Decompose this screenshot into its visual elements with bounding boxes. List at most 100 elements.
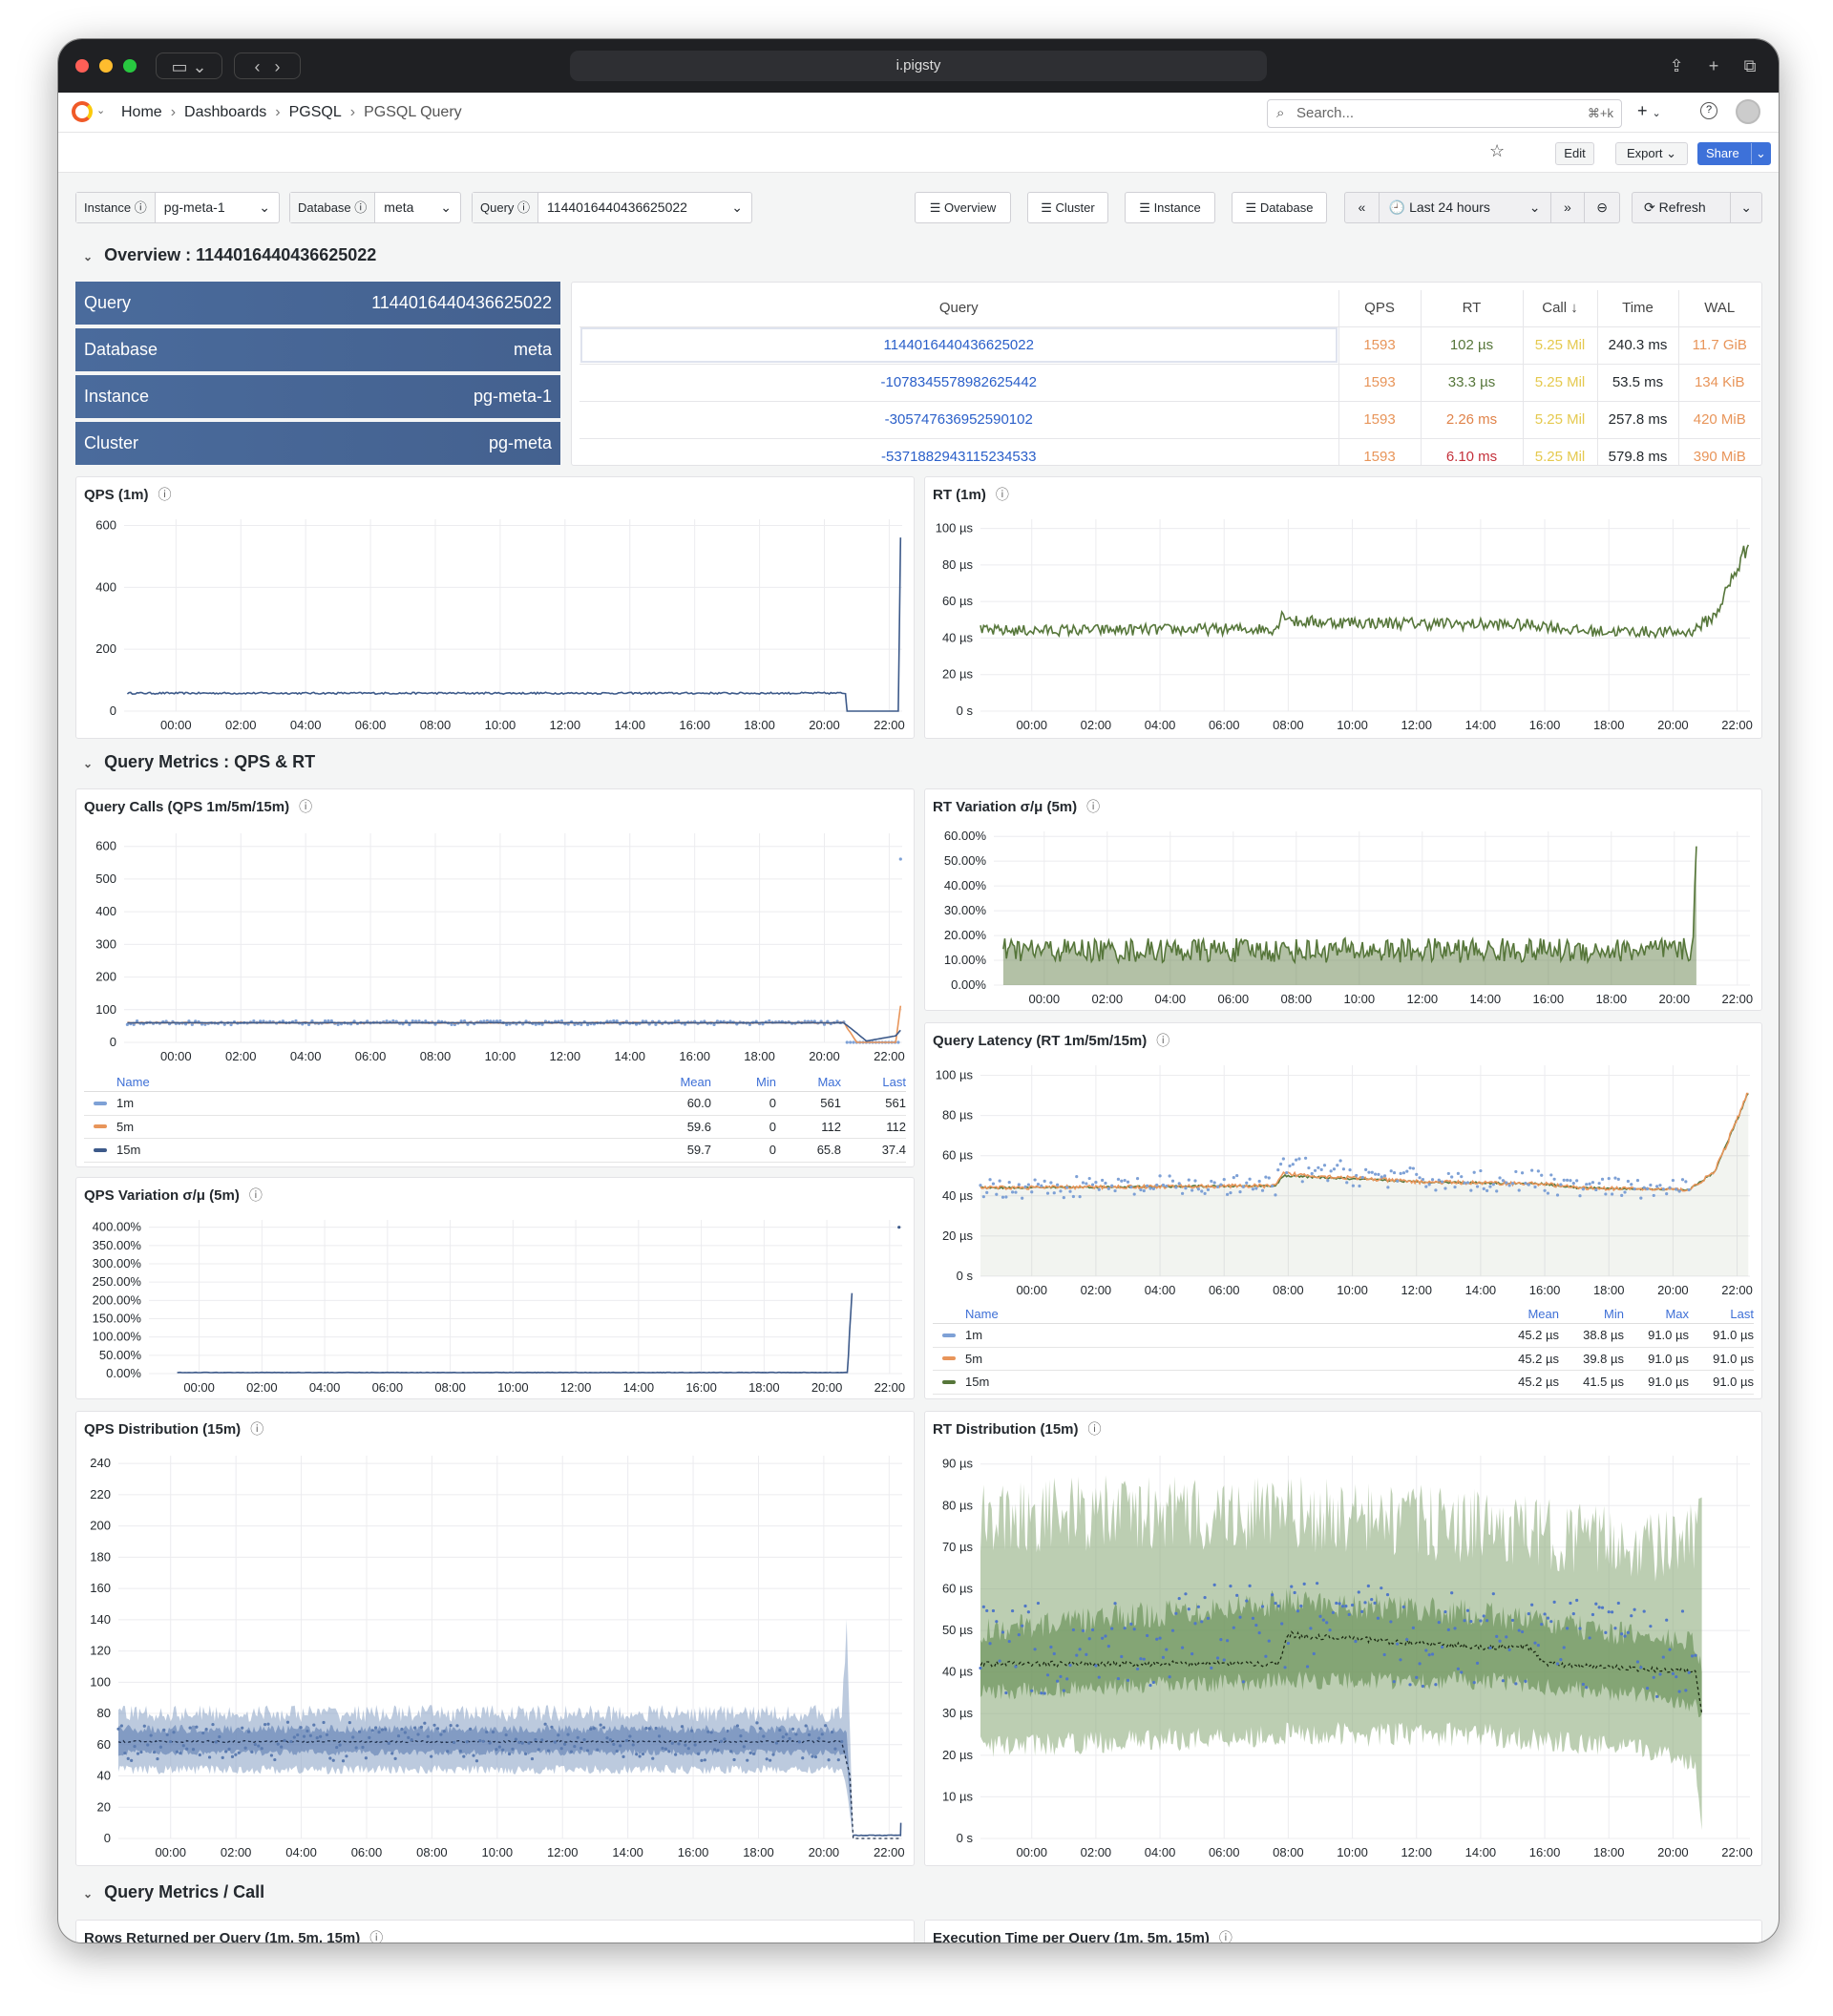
data-point xyxy=(1094,1181,1098,1185)
breadcrumb-dashboards[interactable]: Dashboards xyxy=(184,104,267,120)
legend-header-min[interactable]: Min xyxy=(756,1075,776,1089)
column-header-query[interactable]: Query xyxy=(579,290,1339,327)
data-point xyxy=(1248,1584,1252,1587)
data-point xyxy=(364,1756,368,1760)
zoom-out-icon[interactable]: ⊖ xyxy=(1596,200,1608,215)
link-overview[interactable]: ☰ Overview xyxy=(915,192,1011,223)
variable-database[interactable]: Database ⓘ meta ⌄ xyxy=(289,192,461,223)
back-forward-icons[interactable]: ‹ › xyxy=(234,52,301,79)
data-point xyxy=(377,1730,381,1734)
data-point xyxy=(813,1755,818,1759)
data-point xyxy=(1604,1630,1608,1634)
variable-value: pg-meta-1 xyxy=(163,200,225,215)
breadcrumb-home[interactable]: Home xyxy=(121,104,162,120)
address-bar[interactable]: i.pigsty xyxy=(570,51,1267,81)
info-icon[interactable]: ⓘ xyxy=(1218,1930,1233,1943)
column-header-time[interactable]: Time xyxy=(1597,290,1679,327)
x-tick-label: 20:00 xyxy=(811,1380,843,1395)
link-database[interactable]: ☰ Database xyxy=(1232,192,1327,223)
info-icon[interactable]: ⓘ xyxy=(299,799,313,814)
section-overview[interactable]: ⌄ Overview : 1144016440436625022 xyxy=(83,245,376,265)
help-icon[interactable]: ? xyxy=(1700,102,1717,119)
legend-header-max[interactable]: Max xyxy=(817,1075,841,1089)
new-tab-icon[interactable]: + xyxy=(1708,56,1719,75)
legend-header-mean[interactable]: Mean xyxy=(1528,1307,1559,1321)
legend-header-mean[interactable]: Mean xyxy=(680,1075,711,1089)
sidebar-toggle-icon[interactable]: ▭ ⌄ xyxy=(156,52,222,79)
legend-row[interactable]: 15m 59.7 0 65.8 37.4 xyxy=(84,1139,906,1163)
info-icon[interactable]: ⓘ xyxy=(248,1187,263,1203)
share-icon[interactable]: ⇪ xyxy=(1669,56,1684,75)
legend-row[interactable]: 5m 59.6 0 112 112 xyxy=(84,1116,906,1139)
maximize-window-button[interactable] xyxy=(123,59,137,73)
legend-header-max[interactable]: Max xyxy=(1665,1307,1689,1321)
info-icon[interactable]: ⓘ xyxy=(158,487,172,502)
grafana-logo-icon[interactable] xyxy=(72,101,93,122)
column-header-rt[interactable]: RT xyxy=(1421,290,1524,327)
column-header-wal[interactable]: WAL xyxy=(1678,290,1760,327)
y-tick-label: 80 µs xyxy=(942,557,974,572)
legend-header-last[interactable]: Last xyxy=(1730,1307,1754,1321)
info-icon[interactable]: ⓘ xyxy=(369,1930,384,1943)
export-button[interactable]: Export ⌄ xyxy=(1615,142,1688,165)
data-point xyxy=(1395,1642,1400,1646)
search-input[interactable]: ⌕ Search... ⌘+k xyxy=(1267,99,1622,128)
link-instance[interactable]: ☰ Instance xyxy=(1125,192,1215,223)
share-dropdown-icon[interactable]: ⌄ xyxy=(1751,143,1770,164)
share-button[interactable]: Share ⌄ xyxy=(1697,142,1771,165)
column-header-qps[interactable]: QPS xyxy=(1338,290,1422,327)
band-1 xyxy=(980,1587,1702,1717)
data-point xyxy=(1520,1629,1525,1634)
legend-row[interactable]: 1m 45.2 µs 38.8 µs 91.0 µs 91.0 µs xyxy=(933,1324,1754,1348)
data-point xyxy=(1533,1641,1537,1645)
legend-header-min[interactable]: Min xyxy=(1604,1307,1624,1321)
add-icon[interactable]: + ⌄ xyxy=(1637,101,1661,120)
rt-1m-panel: RT (1m) ⓘ 0 s 20 µs 40 µs 60 µs 80 µs 100 µs 00:… xyxy=(924,476,1762,739)
data-point xyxy=(712,1022,716,1027)
legend-row[interactable]: 1m 60.0 0 561 561 xyxy=(84,1092,906,1116)
time-range-picker[interactable]: 🕘 Last 24 hours ⌄ xyxy=(1380,193,1551,222)
legend-row[interactable]: 5m 45.2 µs 39.8 µs 91.0 µs 91.0 µs xyxy=(933,1348,1754,1371)
data-point xyxy=(1485,1619,1489,1623)
data-point xyxy=(1443,1186,1447,1190)
query-id-link[interactable]: 1144016440436625022 xyxy=(883,337,1034,353)
query-id-link[interactable]: -1078345578982625442 xyxy=(880,374,1038,390)
query-id-link[interactable]: -305747636952590102 xyxy=(884,411,1033,428)
column-header-call[interactable]: Call ↓ xyxy=(1523,290,1598,327)
info-icon[interactable]: ⓘ xyxy=(250,1421,264,1437)
tabs-overview-icon[interactable]: ⧉ xyxy=(1743,56,1757,75)
section-per-call[interactable]: ⌄ Query Metrics / Call xyxy=(83,1882,264,1902)
star-icon[interactable]: ☆ xyxy=(1489,141,1506,160)
info-icon[interactable]: ⓘ xyxy=(1086,799,1101,814)
query-id-link[interactable]: -5371882943115234533 xyxy=(881,449,1037,466)
variable-query[interactable]: Query ⓘ 1144016440436625022 ⌄ xyxy=(472,192,752,223)
info-icon[interactable]: ⓘ xyxy=(995,487,1009,502)
section-qps-rt[interactable]: ⌄ Query Metrics : QPS & RT xyxy=(83,752,315,772)
edit-button[interactable]: Edit xyxy=(1555,142,1594,165)
refresh-button[interactable]: ⟳ Refresh ⌄ xyxy=(1632,192,1762,223)
variable-instance[interactable]: Instance ⓘ pg-meta-1 ⌄ xyxy=(75,192,280,223)
avatar[interactable] xyxy=(1736,99,1760,124)
breadcrumb-pgsql[interactable]: PGSQL xyxy=(288,104,342,120)
legend-header-name[interactable]: Name xyxy=(965,1307,999,1321)
data-point xyxy=(1336,1164,1339,1167)
chevron-down-icon[interactable]: ⌄ xyxy=(96,105,106,116)
legend-row[interactable]: 15m 45.2 µs 41.5 µs 91.0 µs 91.0 µs xyxy=(933,1371,1754,1395)
x-tick-label: 22:00 xyxy=(1722,992,1754,1006)
data-point xyxy=(1687,1187,1691,1192)
legend-header-last[interactable]: Last xyxy=(882,1075,906,1089)
time-shift-forward-button[interactable]: » xyxy=(1551,193,1586,222)
data-point xyxy=(1639,1666,1643,1670)
rt-distribution-panel: RT Distribution (15m) ⓘ 0 s 10 µs 20 µs 30 µs… xyxy=(924,1411,1762,1866)
link-cluster[interactable]: ☰ Cluster xyxy=(1027,192,1108,223)
data-point xyxy=(1505,1181,1508,1185)
data-point xyxy=(824,1724,828,1728)
refresh-interval-dropdown[interactable]: ⌄ xyxy=(1740,200,1752,215)
minimize-window-button[interactable] xyxy=(99,59,113,73)
legend-header-name[interactable]: Name xyxy=(116,1075,150,1089)
info-icon[interactable]: ⓘ xyxy=(1087,1421,1102,1437)
data-point xyxy=(573,1744,577,1749)
info-icon[interactable]: ⓘ xyxy=(1156,1033,1170,1048)
close-window-button[interactable] xyxy=(75,59,89,73)
time-shift-back-button[interactable]: « xyxy=(1345,193,1380,222)
